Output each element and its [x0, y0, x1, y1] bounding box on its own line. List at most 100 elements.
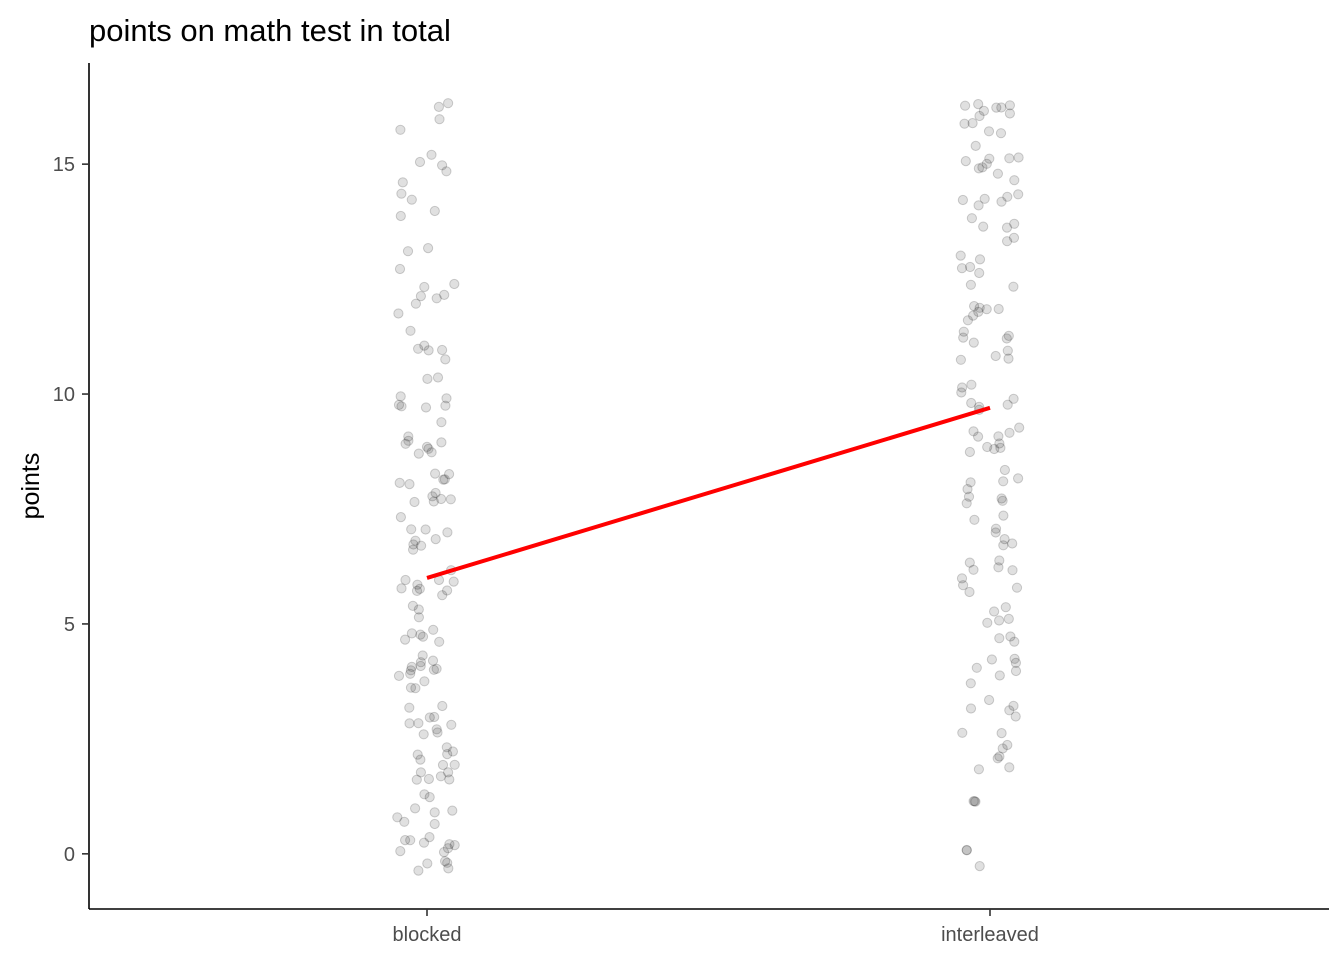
data-point — [413, 604, 424, 615]
data-point — [1008, 700, 1019, 712]
data-point — [422, 373, 433, 384]
data-point — [970, 796, 981, 807]
data-point — [964, 446, 976, 458]
data-point — [981, 158, 992, 169]
data-point — [961, 498, 972, 509]
data-point — [396, 188, 407, 199]
data-point — [965, 279, 977, 290]
data-point — [979, 193, 990, 204]
data-point — [999, 464, 1011, 476]
data-point — [966, 213, 978, 224]
data-point — [971, 662, 982, 673]
data-point — [993, 562, 1004, 573]
data-point — [965, 678, 976, 689]
data-point — [440, 856, 451, 867]
data-point — [430, 468, 441, 479]
data-point — [406, 628, 417, 639]
data-point — [423, 773, 434, 785]
data-point — [990, 350, 1001, 362]
data-point — [965, 477, 976, 488]
data-point — [1009, 175, 1020, 186]
data-point — [438, 474, 449, 485]
data-point — [963, 491, 975, 502]
data-point — [1009, 653, 1020, 664]
data-point — [419, 340, 430, 351]
data-point — [395, 210, 406, 222]
y-axis-title: points — [17, 453, 45, 520]
data-point — [956, 263, 968, 274]
data-point — [1003, 613, 1014, 625]
data-point — [984, 694, 995, 706]
data-point — [449, 759, 460, 770]
data-point — [995, 128, 1007, 139]
data-point — [993, 303, 1004, 315]
data-point — [447, 746, 458, 757]
data-point — [423, 243, 434, 254]
data-point — [429, 807, 440, 818]
data-point — [964, 557, 975, 568]
y-tick-label: 0 — [64, 844, 75, 866]
data-point — [424, 832, 435, 843]
data-point — [433, 101, 444, 113]
data-point — [430, 487, 441, 499]
data-point — [409, 496, 420, 508]
data-point — [393, 670, 405, 682]
data-point — [394, 477, 405, 488]
data-point — [992, 168, 1004, 179]
data-point — [982, 441, 993, 453]
data-point — [449, 278, 460, 290]
data-point — [395, 846, 406, 857]
x-tick-label: interleaved — [941, 924, 1039, 946]
data-point — [410, 535, 421, 546]
data-point — [413, 865, 424, 876]
y-tick-label: 5 — [64, 614, 75, 636]
points-layer — [392, 98, 1025, 876]
data-point — [395, 124, 406, 135]
data-point — [967, 118, 978, 129]
data-point — [965, 703, 977, 714]
data-point — [419, 281, 430, 293]
data-point — [1013, 473, 1024, 484]
data-point — [966, 397, 977, 409]
data-point — [968, 337, 979, 348]
data-point — [442, 585, 453, 596]
data-point — [415, 657, 426, 668]
data-point — [1009, 218, 1020, 229]
data-point — [978, 221, 989, 232]
data-point — [438, 847, 450, 858]
data-point — [439, 289, 450, 300]
data-point — [443, 863, 454, 874]
data-point — [1002, 236, 1013, 247]
data-point — [994, 438, 1005, 449]
data-point — [402, 246, 414, 257]
data-point — [998, 510, 1009, 521]
data-point — [449, 840, 460, 851]
data-point — [974, 254, 986, 265]
data-point — [958, 580, 969, 591]
data-point — [412, 579, 423, 590]
data-point — [442, 749, 453, 760]
data-point — [1010, 657, 1022, 669]
data-point — [997, 743, 1008, 754]
data-point — [447, 805, 458, 816]
data-point — [968, 310, 979, 321]
data-point — [404, 718, 415, 729]
data-point — [432, 727, 443, 738]
data-point — [423, 443, 434, 454]
data-point — [1001, 333, 1012, 344]
data-point — [419, 676, 430, 687]
data-point — [974, 110, 985, 122]
data-point — [973, 431, 984, 442]
data-point — [429, 205, 440, 217]
data-point — [403, 435, 414, 446]
data-point — [957, 382, 968, 393]
data-point — [407, 600, 418, 612]
data-point — [413, 343, 424, 354]
data-point — [955, 250, 966, 261]
data-point — [414, 583, 425, 595]
data-point — [412, 749, 423, 760]
data-point — [396, 583, 407, 594]
data-point — [959, 118, 970, 129]
data-point — [395, 391, 406, 402]
